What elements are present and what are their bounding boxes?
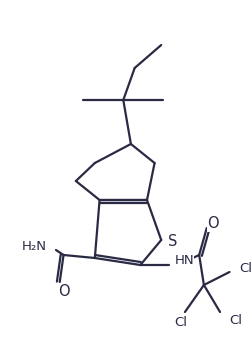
- Text: Cl: Cl: [230, 313, 242, 327]
- Text: S: S: [168, 235, 177, 249]
- Text: O: O: [58, 284, 69, 300]
- Text: O: O: [207, 216, 218, 232]
- Text: Cl: Cl: [175, 315, 188, 329]
- Text: H₂N: H₂N: [21, 241, 46, 253]
- Text: HN: HN: [174, 254, 194, 268]
- Text: Cl: Cl: [239, 263, 252, 276]
